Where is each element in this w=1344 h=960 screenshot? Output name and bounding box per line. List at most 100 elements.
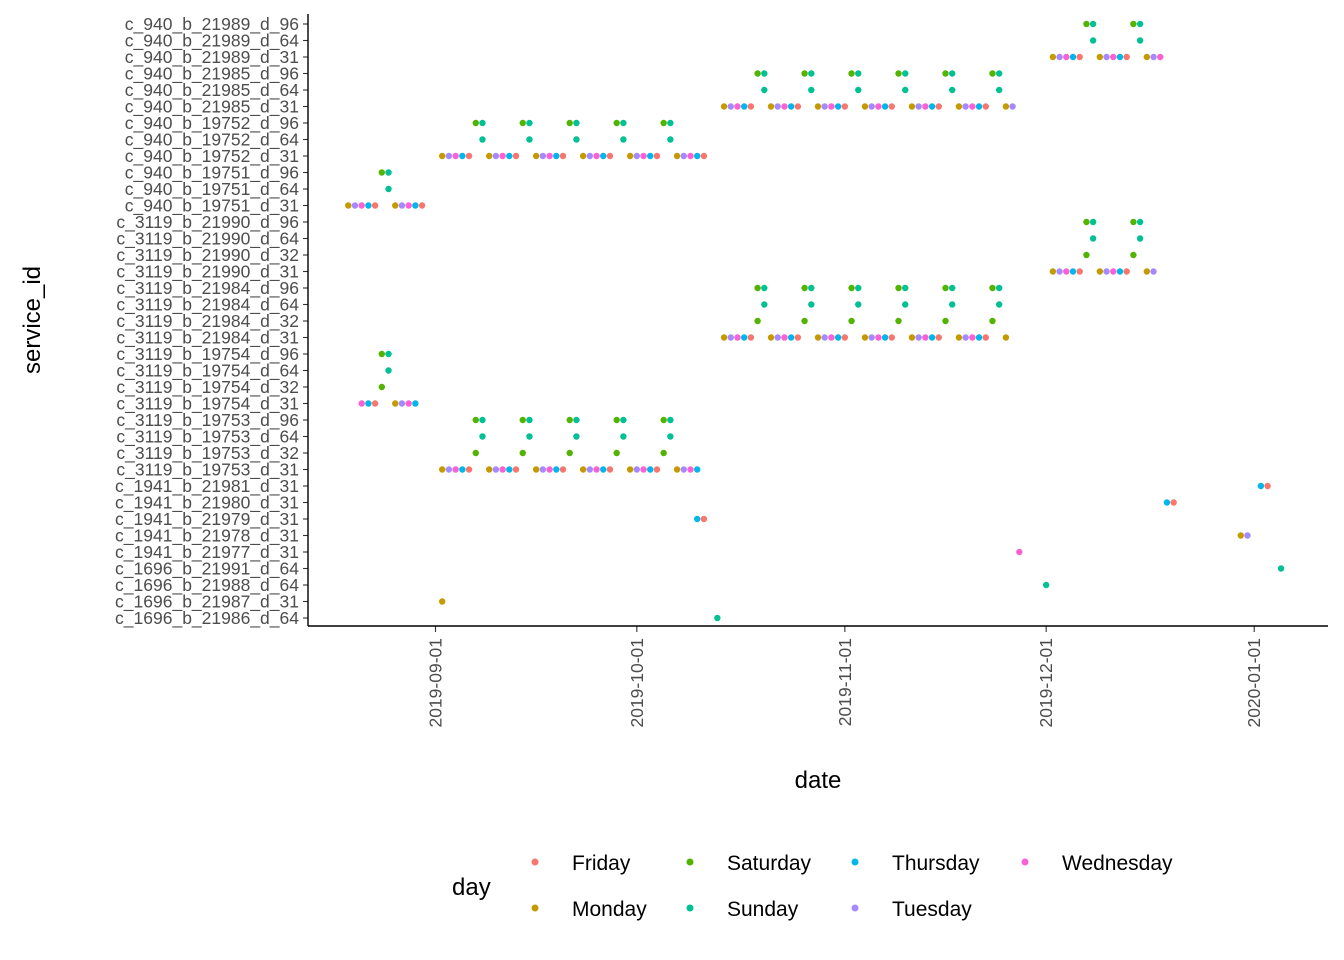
data-point <box>512 152 520 160</box>
legend-key-saturday <box>686 858 694 866</box>
data-point <box>532 466 540 473</box>
data-point <box>385 169 392 176</box>
data-point <box>519 119 526 127</box>
data-point <box>620 119 627 127</box>
data-point <box>1277 565 1285 572</box>
data-point <box>761 70 768 77</box>
data-point <box>653 152 661 160</box>
y-tick-label: c_3119_b_19753_d_64 <box>116 427 299 448</box>
data-point <box>875 103 882 110</box>
data-point <box>740 334 748 341</box>
data-point <box>814 334 822 341</box>
y-tick-label: c_3119_b_21990_d_64 <box>116 229 299 250</box>
data-point <box>1157 53 1164 61</box>
data-point <box>667 416 674 424</box>
data-point <box>626 152 634 160</box>
data-point <box>1136 218 1144 226</box>
data-point <box>955 103 963 110</box>
data-point <box>660 119 667 127</box>
y-tick-label: c_3119_b_19753_d_31 <box>116 460 299 481</box>
data-point <box>761 284 768 292</box>
data-point <box>606 152 614 160</box>
legend: day Friday Monday Saturday Sunday Thursday Tu… <box>452 852 1173 921</box>
data-point <box>855 86 862 94</box>
data-point <box>506 152 513 160</box>
data-point <box>935 103 942 110</box>
data-point <box>472 449 479 457</box>
data-point <box>1150 268 1157 275</box>
data-point <box>1083 20 1090 28</box>
data-point <box>673 152 681 160</box>
data-point <box>1063 53 1070 61</box>
data-point <box>452 466 459 473</box>
data-point <box>982 103 989 110</box>
data-point <box>774 334 781 341</box>
data-point <box>687 152 694 160</box>
data-point <box>640 466 647 473</box>
data-point <box>472 119 479 127</box>
data-point <box>1170 499 1177 506</box>
data-point <box>566 449 573 457</box>
data-point <box>1002 103 1010 110</box>
data-point <box>694 466 701 473</box>
data-point <box>573 136 580 143</box>
data-point <box>1143 53 1151 61</box>
data-point <box>694 515 701 523</box>
data-point <box>982 334 989 341</box>
data-point <box>814 103 822 110</box>
data-point <box>667 433 674 440</box>
data-point <box>667 136 674 143</box>
data-point <box>928 334 936 341</box>
data-point <box>546 152 553 160</box>
data-point <box>371 400 379 407</box>
y-tick-label: c_940_b_21985_d_64 <box>125 80 299 101</box>
data-point <box>1110 53 1117 61</box>
legend-label-monday: Monday <box>572 898 647 921</box>
legend-label-tuesday: Tuesday <box>892 898 972 921</box>
data-point <box>747 103 755 110</box>
data-point <box>485 152 493 160</box>
data-point <box>1096 53 1104 61</box>
data-point <box>653 466 661 473</box>
data-point <box>559 466 567 473</box>
data-point <box>928 103 936 110</box>
y-tick-label: c_1941_b_21980_d_31 <box>115 493 299 514</box>
y-tick-label: c_3119_b_19754_d_31 <box>116 394 299 415</box>
data-point <box>351 202 359 209</box>
data-point <box>834 103 842 110</box>
data-point <box>546 466 553 473</box>
y-tick-label: c_940_b_21989_d_64 <box>125 31 299 52</box>
data-point <box>908 334 916 341</box>
data-point <box>942 70 949 77</box>
data-point <box>1089 218 1097 226</box>
data-point <box>1130 218 1137 226</box>
data-point <box>620 416 627 424</box>
data-point <box>734 103 741 110</box>
data-point <box>660 416 667 424</box>
data-point <box>888 103 896 110</box>
data-point <box>566 416 573 424</box>
data-point <box>1163 499 1171 506</box>
data-point <box>492 466 500 473</box>
data-point <box>385 185 392 193</box>
data-point <box>855 70 862 77</box>
data-point <box>1257 482 1265 490</box>
x-axis-ticks: 2019-09-01 2019-10-01 2019-11-01 2019-12-01… <box>426 626 1264 728</box>
y-tick-label: c_3119_b_19753_d_96 <box>116 410 299 431</box>
data-point <box>1130 20 1137 28</box>
data-point <box>1089 20 1097 28</box>
y-tick-label: c_3119_b_21984_d_32 <box>116 311 299 332</box>
y-tick-label: c_1696_b_21988_d_64 <box>115 575 299 596</box>
y-tick-label: c_1941_b_21977_d_31 <box>115 542 299 563</box>
data-point <box>995 301 1003 308</box>
y-axis-ticks: c_940_b_21989_d_96c_940_b_21989_d_64c_94… <box>115 14 308 629</box>
data-point <box>640 152 647 160</box>
legend-label-thursday: Thursday <box>892 852 980 875</box>
data-point <box>573 416 580 424</box>
data-point <box>868 334 875 341</box>
data-point <box>969 103 976 110</box>
data-point <box>526 119 533 127</box>
data-point <box>989 317 996 325</box>
data-point <box>694 152 701 160</box>
